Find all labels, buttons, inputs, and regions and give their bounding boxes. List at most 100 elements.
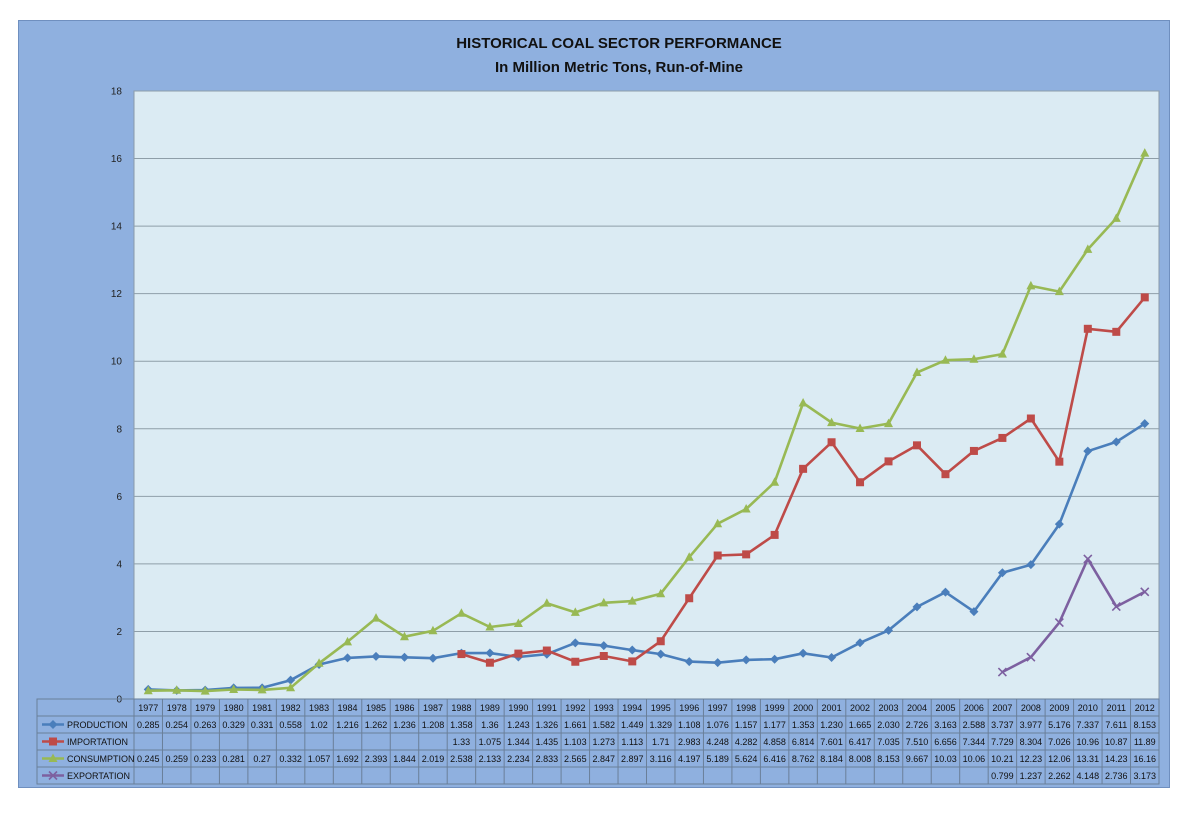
x-tick-label: 1982	[281, 703, 301, 713]
data-label: 5.624	[735, 754, 758, 764]
data-point-diamond	[485, 648, 495, 658]
data-label: 1.326	[536, 720, 559, 730]
x-tick-label: 2001	[822, 703, 842, 713]
x-tick-label: 2004	[907, 703, 927, 713]
data-label: 8.153	[877, 754, 900, 764]
data-label: 16.16	[1133, 754, 1156, 764]
line-chart: HISTORICAL COAL SECTOR PERFORMANCE In Mi…	[36, 35, 1160, 785]
x-tick-label: 1990	[508, 703, 528, 713]
data-point-diamond	[770, 654, 780, 664]
data-point-diamond	[48, 720, 58, 729]
data-point-square	[770, 530, 779, 539]
data-label: 6.416	[763, 754, 786, 764]
data-point-diamond	[884, 625, 894, 635]
x-tick-label: 2012	[1135, 703, 1155, 713]
data-label: 0.281	[222, 754, 245, 764]
data-label: 1.71	[652, 737, 670, 747]
chart-title: HISTORICAL COAL SECTOR PERFORMANCE	[456, 35, 782, 52]
data-point-x	[48, 770, 58, 781]
data-label: 8.153	[1133, 720, 1156, 730]
data-point-square	[599, 652, 608, 661]
y-tick-label: 16	[111, 154, 123, 165]
data-point-triangle	[627, 596, 637, 605]
data-point-square	[742, 550, 751, 559]
x-tick-label: 1993	[594, 703, 614, 713]
x-tick-label: 1988	[451, 703, 471, 713]
data-label: 7.729	[991, 737, 1014, 747]
x-tick-label: 2007	[992, 703, 1012, 713]
data-label: 1.237	[1020, 771, 1043, 781]
data-label: 4.197	[678, 754, 701, 764]
data-point-diamond	[599, 641, 609, 651]
data-label: 4.858	[763, 737, 786, 747]
data-label: 1.582	[593, 720, 616, 730]
data-label: 1.33	[453, 737, 471, 747]
data-label: 0.558	[279, 720, 302, 730]
data-label: 2.019	[422, 754, 445, 764]
data-label: 2.234	[507, 754, 530, 764]
data-point-square	[799, 464, 808, 473]
data-point-triangle	[542, 598, 552, 607]
data-label: 5.189	[706, 754, 729, 764]
data-label: 2.726	[906, 720, 929, 730]
data-point-square	[1026, 414, 1035, 423]
data-point-diamond	[1083, 446, 1093, 456]
data-label: 7.035	[877, 737, 900, 747]
data-label: 7.601	[820, 737, 843, 747]
data-label: 1.329	[649, 720, 672, 730]
y-tick-label: 18	[111, 87, 123, 98]
x-tick-label: 1996	[679, 703, 699, 713]
gridlines	[134, 90, 1159, 632]
data-label: 1.665	[849, 720, 872, 730]
data-point-triangle	[570, 607, 580, 616]
data-label: 2.983	[678, 737, 701, 747]
data-label: 4.248	[706, 737, 729, 747]
data-point-triangle	[684, 552, 694, 561]
data-point-square	[998, 433, 1007, 442]
data-point-triangle	[1140, 148, 1150, 157]
data-point-square	[884, 457, 893, 466]
data-label: 1.02	[310, 720, 328, 730]
data-label: 6.814	[792, 737, 815, 747]
x-tick-label: 2008	[1021, 703, 1041, 713]
data-label: 0.245	[137, 754, 160, 764]
data-label: 2.833	[536, 754, 559, 764]
data-point-square	[628, 657, 637, 666]
data-point-square	[49, 737, 57, 746]
data-label: 1.076	[706, 720, 729, 730]
data-label: 1.075	[479, 737, 502, 747]
data-point-square	[514, 649, 523, 658]
data-label: 1.216	[336, 720, 359, 730]
data-point-square	[1055, 457, 1064, 466]
x-tick-label: 2011	[1107, 703, 1126, 713]
data-point-square	[656, 637, 665, 646]
data-point-diamond	[627, 645, 637, 655]
x-tick-label: 1984	[338, 703, 358, 713]
x-tick-label: 2010	[1078, 703, 1098, 713]
data-label: 2.565	[564, 754, 587, 764]
data-label: 2.736	[1105, 771, 1128, 781]
data-label: 1.157	[735, 720, 758, 730]
data-point-triangle	[997, 349, 1007, 358]
data-point-square	[542, 646, 551, 655]
data-label: 0.799	[991, 771, 1014, 781]
data-label: 8.762	[792, 754, 815, 764]
data-label: 2.847	[593, 754, 616, 764]
y-tick-label: 14	[111, 222, 123, 233]
data-label: 1.435	[536, 737, 559, 747]
y-tick-label: 2	[116, 627, 122, 638]
series-consumption	[143, 148, 1150, 695]
data-point-square	[457, 650, 466, 659]
x-tick-label: 1979	[195, 703, 215, 713]
data-point-diamond	[570, 638, 580, 648]
data-point-diamond	[371, 651, 381, 661]
data-label: 1.230	[820, 720, 843, 730]
x-tick-label: 1999	[765, 703, 785, 713]
x-tick-label: 1980	[224, 703, 244, 713]
x-tick-label: 1992	[565, 703, 585, 713]
data-label: 12.06	[1048, 754, 1071, 764]
data-label: 1.262	[365, 720, 388, 730]
x-tick-label: 1989	[480, 703, 500, 713]
data-point-diamond	[997, 568, 1007, 578]
data-point-triangle	[1111, 213, 1121, 222]
